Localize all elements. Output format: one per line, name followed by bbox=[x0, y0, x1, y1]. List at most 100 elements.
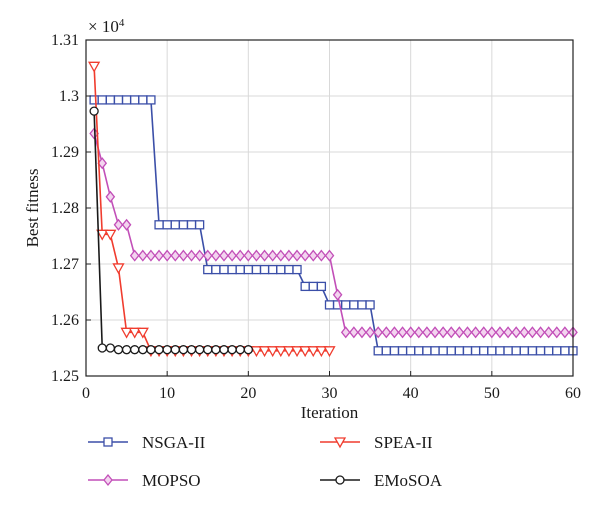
grid bbox=[85, 39, 574, 377]
data-point-nsga-ii bbox=[422, 346, 432, 356]
data-point-nsga-ii bbox=[503, 346, 513, 356]
data-point-mopso bbox=[300, 249, 310, 262]
data-point-mopso bbox=[267, 249, 278, 262]
data-point-mopso bbox=[227, 249, 237, 262]
data-point-nsga-ii bbox=[235, 264, 245, 275]
data-point-nsga-ii bbox=[89, 95, 99, 105]
data-point-mopso bbox=[186, 249, 197, 262]
data-point-spea-ii bbox=[128, 327, 141, 339]
data-point-mopso bbox=[373, 326, 384, 339]
data-point-mopso bbox=[487, 326, 497, 339]
data-point-spea-ii bbox=[136, 327, 149, 339]
data-point-mopso bbox=[527, 326, 538, 339]
x-tick-label: 10 bbox=[159, 385, 175, 402]
legend-label: NSGA-II bbox=[142, 433, 206, 452]
legend-item-emosoa: EMoSOA bbox=[320, 471, 443, 490]
data-point-nsga-ii bbox=[138, 95, 148, 105]
data-point-mopso bbox=[113, 218, 124, 231]
data-point-mopso bbox=[235, 249, 246, 262]
data-point-nsga-ii bbox=[324, 300, 335, 310]
data-point-emosoa bbox=[243, 345, 253, 355]
data-point-mopso bbox=[194, 249, 205, 262]
data-point-mopso bbox=[316, 249, 327, 262]
data-point-mopso bbox=[219, 249, 229, 262]
data-point-emosoa bbox=[194, 345, 205, 355]
y-axis-multiplier: × 104 bbox=[88, 17, 125, 36]
data-point-mopso bbox=[365, 326, 375, 339]
data-point-mopso bbox=[495, 326, 505, 339]
x-tick-label: 40 bbox=[403, 385, 419, 402]
data-point-emosoa bbox=[227, 345, 237, 355]
data-point-emosoa bbox=[178, 345, 189, 355]
data-point-nsga-ii bbox=[430, 346, 440, 356]
data-point-mopso bbox=[259, 249, 270, 262]
data-point-nsga-ii bbox=[462, 346, 473, 356]
data-point-nsga-ii bbox=[276, 264, 286, 275]
data-point-nsga-ii bbox=[162, 220, 172, 230]
y-tick-label: 1.3 bbox=[59, 88, 79, 105]
series-spea-ii bbox=[88, 61, 336, 358]
data-point-nsga-ii bbox=[560, 346, 570, 356]
data-point-nsga-ii bbox=[357, 300, 367, 310]
data-point-nsga-ii bbox=[535, 346, 546, 356]
y-tick-label: 1.26 bbox=[51, 312, 79, 329]
series-emosoa bbox=[89, 106, 253, 355]
data-point-spea-ii bbox=[315, 346, 328, 358]
data-point-emosoa bbox=[105, 343, 115, 353]
data-point-nsga-ii bbox=[211, 264, 221, 275]
data-point-emosoa bbox=[211, 345, 221, 355]
data-point-nsga-ii bbox=[470, 346, 481, 356]
data-point-mopso bbox=[551, 326, 562, 339]
data-point-spea-ii bbox=[290, 346, 304, 358]
data-point-emosoa bbox=[121, 345, 132, 355]
data-point-nsga-ii bbox=[284, 264, 294, 275]
data-point-nsga-ii bbox=[292, 264, 302, 275]
data-point-nsga-ii bbox=[527, 346, 538, 356]
legend-marker bbox=[335, 475, 345, 485]
data-point-nsga-ii bbox=[479, 346, 489, 356]
data-point-mopso bbox=[178, 249, 189, 262]
series-nsga-ii bbox=[89, 95, 578, 356]
data-point-nsga-ii bbox=[406, 346, 416, 356]
data-point-nsga-ii bbox=[105, 95, 115, 105]
data-point-emosoa bbox=[154, 345, 164, 355]
data-point-nsga-ii bbox=[341, 300, 351, 310]
x-tick-label: 20 bbox=[240, 385, 256, 402]
data-point-nsga-ii bbox=[203, 264, 213, 275]
y-multiplier-exponent: 4 bbox=[119, 17, 125, 29]
data-point-mopso bbox=[405, 326, 416, 339]
y-tick-label: 1.29 bbox=[51, 144, 79, 161]
data-point-emosoa bbox=[219, 345, 229, 355]
data-point-nsga-ii bbox=[389, 346, 400, 356]
data-point-nsga-ii bbox=[552, 346, 562, 356]
data-point-spea-ii bbox=[274, 346, 287, 358]
data-point-nsga-ii bbox=[308, 281, 318, 292]
data-point-mopso bbox=[349, 326, 359, 339]
legend: NSGA-II MOPSO SPEA-II EMoSOA bbox=[88, 433, 443, 490]
data-point-nsga-ii bbox=[381, 346, 391, 356]
data-point-mopso bbox=[97, 157, 108, 170]
legend-label: MOPSO bbox=[142, 471, 201, 490]
data-point-spea-ii bbox=[88, 61, 101, 73]
data-point-nsga-ii bbox=[300, 281, 310, 292]
data-point-nsga-ii bbox=[511, 346, 521, 356]
data-point-nsga-ii bbox=[154, 220, 164, 230]
data-point-mopso bbox=[446, 326, 457, 339]
data-point-emosoa bbox=[162, 345, 172, 355]
data-point-nsga-ii bbox=[113, 95, 124, 105]
legend-marker bbox=[103, 473, 113, 487]
data-point-spea-ii bbox=[266, 346, 279, 358]
data-point-mopso bbox=[211, 249, 221, 262]
data-point-mopso bbox=[543, 326, 554, 339]
data-point-emosoa bbox=[138, 345, 148, 355]
axis-ticks: 0 10 20 30 40 50 60 1.25 1.26 1.27 1.28 1.29 1.3 1.31 bbox=[51, 32, 581, 402]
data-point-emosoa bbox=[89, 106, 99, 116]
data-point-nsga-ii bbox=[487, 346, 497, 356]
x-tick-label: 0 bbox=[82, 385, 90, 402]
data-point-nsga-ii bbox=[519, 346, 529, 356]
data-point-mopso bbox=[357, 326, 367, 339]
legend-item-nsga-ii: NSGA-II bbox=[88, 433, 206, 452]
data-point-nsga-ii bbox=[121, 95, 132, 105]
data-point-mopso bbox=[519, 326, 530, 339]
